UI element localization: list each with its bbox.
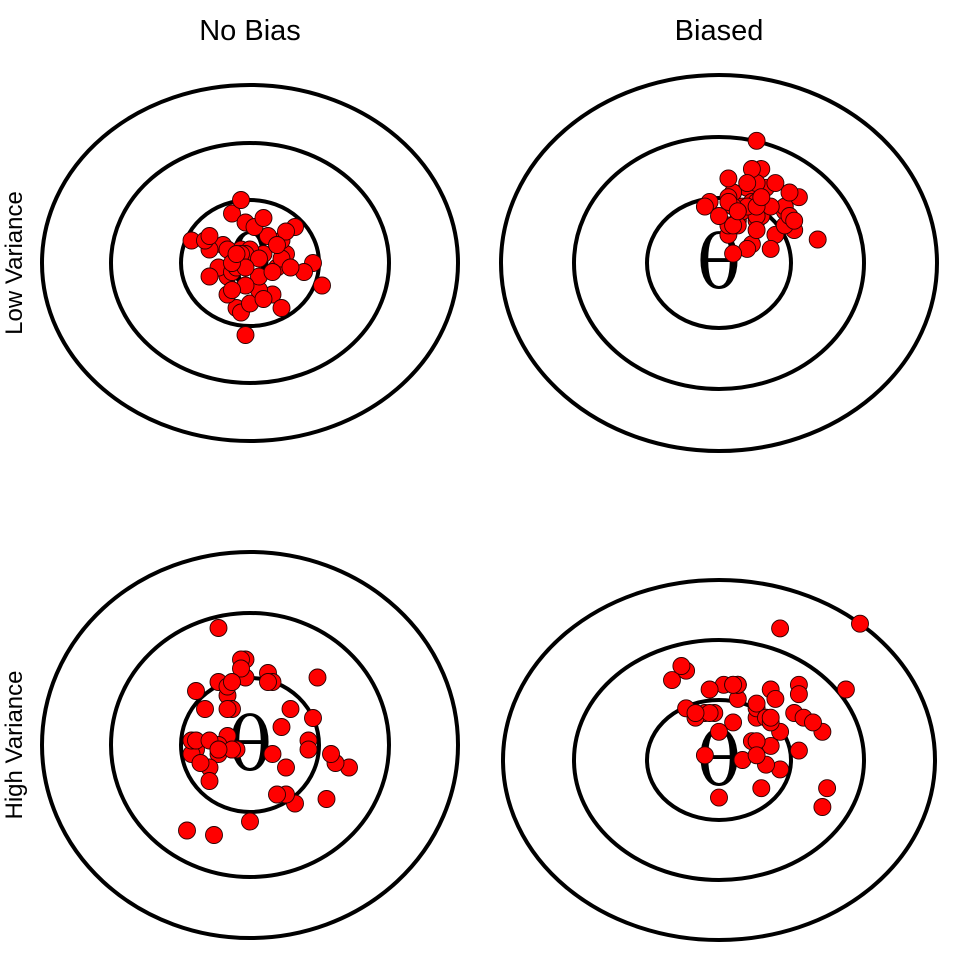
shot-point [747,694,766,713]
shot-point [263,745,282,763]
column-title-biased: Biased [675,15,764,47]
target-ring-middle [109,611,391,879]
shot-point [752,779,771,798]
shot-point [771,619,790,638]
shot-point [223,673,241,691]
target-ring-middle [109,141,391,385]
shot-point [836,680,855,699]
shot-point [752,188,771,207]
shot-point [695,197,714,216]
shot-point [672,657,691,675]
target-ring-outer [499,73,939,453]
shot-point [747,131,766,150]
shot-point [200,772,219,790]
shot-point [766,174,785,193]
shot-point [808,230,827,249]
panel-high-variance-biased: θ [501,578,937,942]
shot-point [663,671,681,690]
shot-point [761,239,780,258]
shot-point [761,708,780,727]
shot-point [241,812,259,831]
shot-point [205,826,223,844]
shot-point [200,227,219,245]
shot-group [663,614,869,816]
shot-group [178,619,358,844]
shot-point [200,267,219,286]
shot-point [317,790,336,808]
shot-point [724,713,743,732]
target-ring-middle [572,135,866,391]
row-title-high-variance: High Variance [1,671,28,820]
shot-point [209,619,228,637]
shot-point [747,746,766,765]
shot-group [695,131,827,263]
shot-point [789,741,808,760]
shot-point [710,788,728,807]
shot-point [780,183,799,202]
shot-point [263,263,282,281]
shot-point [700,680,719,699]
column-title-no-bias: No Bias [199,15,301,47]
target-ring-outer [501,578,937,942]
shot-point [724,244,743,263]
shot-point [818,779,837,798]
shot-point [281,258,300,277]
shot-point [232,659,250,678]
shot-point [232,191,250,209]
shot-point [218,700,237,718]
shot-point [710,722,728,741]
shot-point [299,740,318,759]
shot-group [182,191,331,344]
shot-point [719,169,738,188]
shot-point [308,668,327,687]
panel-low-variance-biased: θ [499,73,939,453]
shot-point [223,281,241,299]
shot-point [804,713,822,732]
shot-point [277,222,295,241]
shot-point [766,689,785,708]
shot-point [710,207,728,225]
shot-point [272,718,291,736]
shot-point [196,700,214,718]
shot-point [789,685,808,704]
target-ring-outer [40,83,460,443]
shot-point [277,758,295,777]
panel-low-variance-no-bias: θ [40,83,460,443]
shot-point [191,754,210,772]
target-ring-inner [645,196,793,330]
shot-point [209,740,228,759]
panel-high-variance-no-bias: θ [40,550,460,940]
shot-point [724,675,743,694]
shot-point [695,746,714,765]
shot-point [250,249,268,268]
shot-point [254,290,273,308]
shot-point [223,204,241,223]
shot-point [178,821,196,840]
shot-point [227,245,246,263]
shot-point [785,211,804,230]
shot-point [259,673,277,691]
shot-point [236,326,255,344]
shot-point [304,709,322,727]
shot-point [322,745,340,763]
shot-point [813,798,832,816]
shot-point [738,174,757,193]
target-ring-middle [572,638,866,882]
shot-point [728,202,747,221]
shot-point [268,785,286,804]
shot-point [268,236,286,254]
shot-point [254,209,273,227]
shot-point [313,276,331,295]
row-title-low-variance: Low Variance [1,191,28,335]
shot-point [747,221,766,240]
shot-point [686,704,705,722]
shot-point [281,700,300,718]
shot-point [272,299,291,317]
shot-point [187,682,205,700]
shot-point [851,614,869,633]
target-ring-outer [40,550,460,940]
target-ring-inner [645,698,793,822]
